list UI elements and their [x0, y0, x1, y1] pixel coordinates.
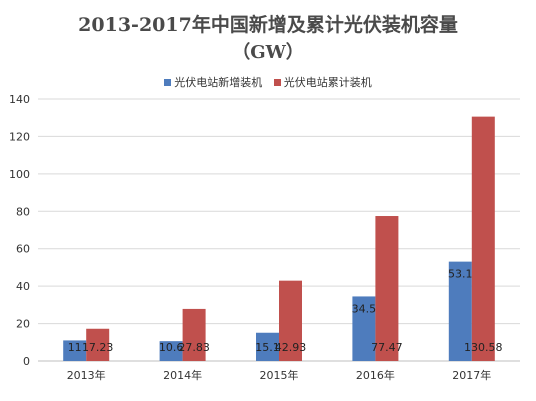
- data-label: 10.6: [159, 341, 184, 354]
- bar: [279, 280, 302, 361]
- bar: [182, 308, 206, 361]
- x-tick-label: 2017年: [452, 368, 491, 382]
- data-label: 27.83: [178, 341, 210, 354]
- x-tick-label: 2015年: [260, 368, 299, 382]
- data-label: 17.23: [82, 341, 114, 354]
- y-tick-label: 140: [9, 93, 30, 106]
- legend-swatch-new: [164, 78, 172, 86]
- y-tick-label: 100: [9, 168, 30, 181]
- data-label: 11: [68, 341, 82, 354]
- legend-label-new: 光伏电站新增装机: [174, 76, 263, 89]
- y-tick-label: 0: [23, 355, 30, 368]
- legend-swatch-cumulative: [273, 78, 281, 86]
- bar: [352, 296, 376, 361]
- data-label: 34.5: [352, 302, 377, 315]
- bar: [63, 340, 87, 361]
- chart-subtitle: （GW）: [232, 42, 304, 63]
- bar: [159, 341, 183, 361]
- bar: [86, 328, 110, 361]
- chart-title: 2013-2017年中国新增及累计光伏装机容量: [78, 14, 458, 36]
- x-tick-label: 2013年: [67, 368, 106, 382]
- data-label: 15.1: [255, 341, 280, 354]
- y-tick-label: 120: [9, 130, 30, 143]
- legend-item-new: 光伏电站新增装机: [164, 74, 262, 90]
- bar: [471, 116, 495, 361]
- data-label: 53.1: [448, 268, 473, 281]
- data-label: 42.93: [275, 341, 307, 354]
- legend-item-cumulative: 光伏电站累计装机: [273, 74, 372, 90]
- bar: [448, 261, 472, 361]
- y-tick-label: 20: [16, 318, 30, 331]
- legend-label-cumulative: 光伏电站累计装机: [283, 76, 372, 89]
- legend: 光伏电站新增装机 光伏电站累计装机: [0, 74, 536, 90]
- data-label: 77.47: [371, 341, 403, 354]
- y-tick-label: 60: [16, 243, 30, 256]
- bar: [375, 216, 399, 361]
- y-tick-label: 40: [16, 280, 30, 293]
- data-label: 130.58: [464, 341, 503, 354]
- x-tick-label: 2016年: [356, 368, 395, 382]
- x-tick-label: 2014年: [163, 368, 202, 382]
- y-tick-label: 80: [16, 205, 30, 218]
- bar: [256, 332, 279, 361]
